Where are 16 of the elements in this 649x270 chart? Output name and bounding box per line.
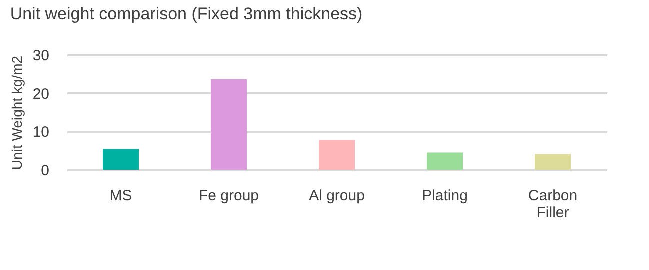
x-tick-label: Carbon Filler	[528, 188, 578, 222]
y-tick-label: 20	[32, 86, 50, 103]
y-tick-label: 30	[32, 48, 50, 64]
y-tick-label: 10	[32, 124, 50, 142]
bar	[319, 140, 355, 170]
x-tick-label: Fe group	[198, 188, 260, 204]
x-tick-label: Plating	[422, 188, 468, 204]
bar	[535, 154, 571, 170]
bar	[427, 152, 463, 170]
chart-title: Unit weight comparison (Fixed 3mm thickness)	[10, 4, 363, 24]
x-tick-label: MS	[110, 188, 132, 204]
bar	[103, 149, 139, 170]
y-tick-label: 0	[41, 162, 50, 180]
y-axis-title: Unit Weight kg/m2	[8, 56, 25, 170]
bar	[211, 80, 247, 170]
x-tick-label: Al group	[309, 188, 365, 204]
